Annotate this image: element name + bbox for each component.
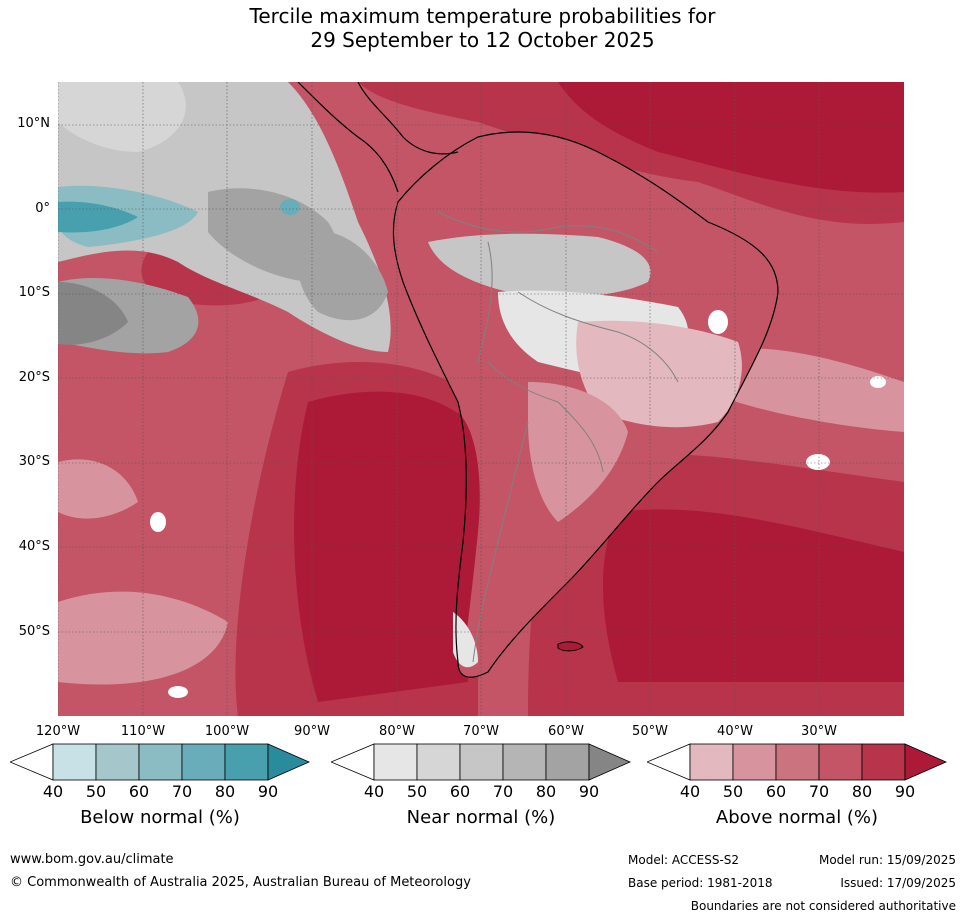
lon-label-30w: 30°W [801, 724, 837, 739]
colorbar-above-swatches [645, 743, 947, 781]
near-tick-80: 80 [535, 782, 557, 801]
colorbar-below: 40 50 60 70 80 90 Below normal (%) [8, 743, 310, 833]
south-america-land [393, 132, 778, 678]
above-tick-50: 50 [722, 782, 744, 801]
below-tick-80: 80 [214, 782, 236, 801]
below-normal-title: Below normal (%) [80, 807, 240, 828]
below-normal-regions [58, 185, 300, 247]
above-tick-70: 70 [808, 782, 830, 801]
above-swatch-50 [732, 743, 777, 781]
near-tick-90: 90 [578, 782, 600, 801]
lat-label-10s: 10°S [18, 285, 50, 300]
lat-label-30s: 30°S [18, 454, 50, 469]
lon-label-120w: 120°W [35, 724, 81, 739]
lat-label-20s: 20°S [18, 370, 50, 385]
near-tick-70: 70 [492, 782, 514, 801]
near-tick-60: 60 [449, 782, 471, 801]
copyright-text: © Commonwealth of Australia 2025, Austra… [10, 875, 471, 890]
above-swatch-70 [818, 743, 863, 781]
map-title: Tercile maximum temperature probabilitie… [0, 4, 965, 52]
lat-label-40s: 40°S [18, 539, 50, 554]
near-normal-regions [58, 82, 391, 354]
lat-label-50s: 50°S [18, 624, 50, 639]
above-swatch-high [904, 743, 947, 781]
near-swatch-60 [459, 743, 504, 781]
coastline [392, 131, 779, 678]
below-swatch-50 [95, 743, 140, 781]
lon-label-90w: 90°W [294, 724, 330, 739]
lon-label-80w: 80°W [379, 724, 415, 739]
lon-label-70w: 70°W [463, 724, 499, 739]
above-normal-title: Above normal (%) [715, 807, 879, 828]
colorbar-below-swatches [8, 743, 310, 781]
above-swatch-low [645, 743, 691, 781]
below-swatch-60 [138, 743, 183, 781]
near-swatch-high [588, 743, 631, 781]
model-run: Model run: 15/09/2025 [818, 853, 956, 867]
above-tick-80: 80 [851, 782, 873, 801]
above-swatch-80 [861, 743, 906, 781]
issued-date: Issued: 17/09/2025 [840, 876, 956, 890]
near-swatch-50 [416, 743, 461, 781]
colorbar-above: 40 50 60 70 80 90 Above normal (%) [645, 743, 947, 833]
near-normal-title: Near normal (%) [406, 807, 556, 828]
near-swatch-40 [373, 743, 418, 781]
near-swatch-80 [545, 743, 590, 781]
central-america-coast [297, 82, 399, 193]
disclaimer: Boundaries are not considered authoritat… [690, 899, 956, 913]
title-line-2: 29 September to 12 October 2025 [310, 28, 655, 52]
near-swatch-70 [502, 743, 547, 781]
central-america-coast-2 [357, 82, 459, 155]
colorbar-near-swatches [329, 743, 631, 781]
website-link[interactable]: www.bom.gov.au/climate [10, 852, 174, 867]
graticule [58, 82, 904, 716]
colorbar-near: 40 50 60 70 80 90 Near normal (%) [329, 743, 631, 833]
above-swatch-40 [689, 743, 734, 781]
above-normal-very-high-regions [294, 82, 904, 702]
near-swatch-low [329, 743, 375, 781]
forecast-map [58, 82, 904, 716]
lon-label-60w: 60°W [548, 724, 584, 739]
below-swatch-40 [52, 743, 97, 781]
below-tick-50: 50 [85, 782, 107, 801]
lon-label-50w: 50°W [632, 724, 668, 739]
near-tick-50: 50 [406, 782, 428, 801]
model-name: Model: ACCESS-S2 [628, 853, 740, 867]
above-tick-40: 40 [679, 782, 701, 801]
below-swatch-70 [181, 743, 226, 781]
lon-label-40w: 40°W [717, 724, 753, 739]
above-swatch-60 [775, 743, 820, 781]
below-tick-70: 70 [171, 782, 193, 801]
near-tick-40: 40 [363, 782, 385, 801]
below-tick-60: 60 [128, 782, 150, 801]
lat-label-0: 0° [35, 201, 50, 216]
lon-label-100w: 100°W [204, 724, 250, 739]
below-swatch-80 [224, 743, 269, 781]
no-signal-patches [150, 310, 886, 698]
falkland-islands [557, 641, 584, 652]
lat-label-10n: 10°N [17, 116, 50, 131]
lon-label-110w: 110°W [120, 724, 166, 739]
below-tick-40: 40 [42, 782, 64, 801]
above-tick-90: 90 [894, 782, 916, 801]
below-tick-90: 90 [257, 782, 279, 801]
below-swatch-high [267, 743, 310, 781]
title-line-1: Tercile maximum temperature probabilitie… [249, 4, 716, 28]
above-normal-low-regions [58, 348, 904, 685]
above-tick-60: 60 [765, 782, 787, 801]
base-period: Base period: 1981-2018 [628, 876, 773, 890]
below-swatch-low [8, 743, 54, 781]
